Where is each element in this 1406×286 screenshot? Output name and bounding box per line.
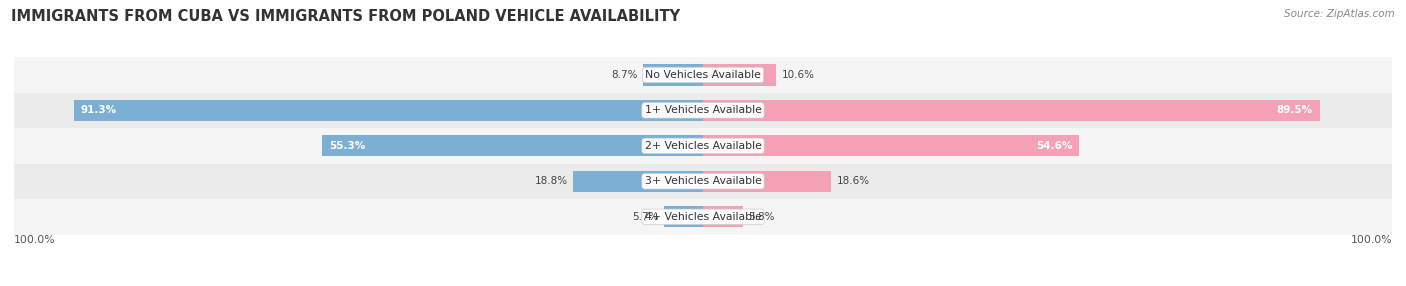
Bar — [703, 100, 1320, 121]
Text: No Vehicles Available: No Vehicles Available — [645, 70, 761, 80]
Text: 3+ Vehicles Available: 3+ Vehicles Available — [644, 176, 762, 186]
Bar — [703, 171, 831, 192]
Bar — [14, 128, 1392, 164]
Bar — [322, 135, 703, 156]
Bar — [14, 57, 1392, 93]
Text: 8.7%: 8.7% — [612, 70, 637, 80]
Text: 91.3%: 91.3% — [82, 106, 117, 115]
Text: 18.8%: 18.8% — [534, 176, 568, 186]
Text: 54.6%: 54.6% — [1036, 141, 1073, 151]
Text: 5.7%: 5.7% — [631, 212, 658, 222]
Bar — [703, 135, 1080, 156]
Bar — [664, 206, 703, 227]
Text: 10.6%: 10.6% — [782, 70, 814, 80]
Text: 100.0%: 100.0% — [14, 235, 56, 245]
Bar — [14, 93, 1392, 128]
Text: IMMIGRANTS FROM CUBA VS IMMIGRANTS FROM POLAND VEHICLE AVAILABILITY: IMMIGRANTS FROM CUBA VS IMMIGRANTS FROM … — [11, 9, 681, 23]
Text: 55.3%: 55.3% — [329, 141, 366, 151]
Text: 2+ Vehicles Available: 2+ Vehicles Available — [644, 141, 762, 151]
Text: Source: ZipAtlas.com: Source: ZipAtlas.com — [1284, 9, 1395, 19]
Text: 4+ Vehicles Available: 4+ Vehicles Available — [644, 212, 762, 222]
Bar — [703, 206, 742, 227]
Bar — [643, 64, 703, 86]
Text: 89.5%: 89.5% — [1277, 106, 1313, 115]
Bar — [703, 64, 776, 86]
Text: 1+ Vehicles Available: 1+ Vehicles Available — [644, 106, 762, 115]
Text: 100.0%: 100.0% — [1350, 235, 1392, 245]
Bar — [14, 164, 1392, 199]
Text: 18.6%: 18.6% — [837, 176, 870, 186]
Bar — [75, 100, 703, 121]
Bar — [574, 171, 703, 192]
Text: 5.8%: 5.8% — [748, 212, 775, 222]
Bar — [14, 199, 1392, 235]
